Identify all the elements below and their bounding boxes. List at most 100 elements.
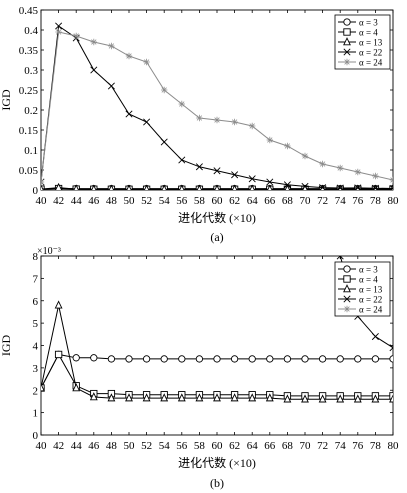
legend-entry: α = 4 (359, 274, 378, 284)
marker-x (231, 171, 239, 179)
marker-x (213, 167, 221, 175)
x-tick-label: 62 (229, 440, 240, 452)
marker-asterisk (319, 160, 326, 168)
marker-x (125, 110, 133, 118)
legend: α = 3α = 4α = 13α = 22α = 24 (334, 14, 391, 70)
marker-circle (142, 355, 151, 363)
x-tick-label: 50 (124, 195, 136, 207)
x-tick-label: 66 (264, 440, 276, 452)
x-tick-label: 52 (141, 440, 152, 452)
marker-asterisk (90, 38, 97, 46)
marker-x (107, 82, 115, 90)
x-tick-label: 80 (388, 440, 400, 452)
y-tick-label: 0 (33, 430, 39, 442)
x-tick-label: 66 (264, 195, 276, 207)
marker-asterisk (389, 176, 393, 184)
marker-asterisk (354, 168, 361, 176)
marker-circle (125, 355, 133, 363)
marker-square (54, 350, 63, 359)
marker-asterisk (301, 152, 309, 160)
marker-triangle (177, 393, 186, 402)
marker-circle (178, 355, 186, 363)
marker-circle (343, 265, 351, 273)
marker-asterisk (266, 136, 273, 144)
marker-triangle (107, 393, 116, 402)
y-tick-label: 0.2 (24, 105, 38, 117)
chart-panel-2: 40 42 44 46 48 50 52 54 56 58 60 62 64 66 68 70 72 74 76 78… (0, 246, 399, 490)
y-axis-label: IGD (0, 89, 13, 111)
marker-asterisk (213, 116, 221, 124)
marker-circle (354, 355, 362, 363)
x-tick-label: 44 (71, 195, 83, 207)
marker-triangle (249, 184, 255, 190)
x-tick-label: 58 (194, 440, 206, 452)
marker-asterisk (249, 122, 256, 130)
marker-asterisk (231, 118, 238, 126)
plot-area (41, 256, 393, 403)
marker-triangle (267, 184, 273, 190)
marker-triangle (179, 184, 185, 190)
marker-x (90, 66, 98, 74)
y-axis-label: IGD (0, 335, 13, 357)
marker-x (336, 256, 344, 260)
y-tick-label: 1 (33, 408, 39, 420)
marker-triangle (283, 394, 292, 403)
legend-entry: α = 3 (359, 17, 378, 27)
x-tick-label: 70 (300, 440, 312, 452)
marker-circle (72, 354, 80, 362)
panel-label: (a) (210, 230, 223, 244)
marker-x (143, 118, 151, 126)
marker-asterisk (41, 178, 45, 186)
x-tick-label: 56 (176, 195, 188, 207)
marker-circle (266, 355, 274, 363)
marker-asterisk (125, 52, 133, 60)
legend-entry: α = 22 (359, 294, 382, 304)
x-tick-label: 58 (194, 195, 206, 207)
plot-area (41, 22, 393, 190)
marker-asterisk (337, 164, 344, 172)
marker-circle (248, 355, 256, 363)
marker-triangle (336, 394, 345, 403)
marker-asterisk (178, 100, 185, 108)
legend-entry: α = 24 (359, 57, 383, 67)
marker-x (319, 184, 327, 190)
series-triangle (41, 300, 393, 403)
x-tick-label: 64 (247, 440, 259, 452)
marker-circle (107, 355, 116, 363)
marker-triangle (160, 393, 169, 402)
marker-triangle (55, 182, 63, 190)
x-tick-label: 48 (106, 195, 118, 207)
marker-x (55, 22, 63, 30)
x-tick-label: 46 (88, 195, 100, 207)
marker-triangle (284, 184, 291, 190)
marker-x (336, 184, 344, 190)
x-tick-label: 74 (335, 195, 347, 207)
marker-asterisk (55, 28, 62, 36)
y-tick-label: 0.05 (19, 165, 39, 177)
marker-triangle (89, 392, 98, 401)
marker-asterisk (161, 86, 168, 94)
legend-entry: α = 13 (359, 37, 383, 47)
y-tick-label: 0.35 (19, 45, 39, 57)
x-tick-label: 68 (282, 195, 294, 207)
y-tick-label: 0.3 (24, 65, 38, 77)
marker-triangle (142, 393, 151, 402)
legend-entry: α = 4 (359, 27, 378, 37)
marker-x (266, 178, 274, 186)
marker-circle (336, 355, 344, 363)
y-tick-label: 8 (33, 251, 39, 263)
marker-triangle (125, 393, 133, 402)
x-tick-label: 76 (352, 195, 364, 207)
marker-x (195, 163, 203, 171)
marker-triangle (41, 184, 44, 190)
marker-circle (213, 355, 221, 363)
marker-x (301, 182, 309, 190)
y-tick-label: 5 (33, 318, 39, 330)
series-x (41, 22, 393, 190)
marker-x (371, 184, 379, 190)
x-tick-label: 60 (212, 195, 224, 207)
x-tick-label: 50 (124, 440, 136, 452)
legend-entry: α = 24 (359, 304, 383, 314)
x-tick-label: 74 (335, 440, 347, 452)
x-tick-label: 40 (36, 195, 48, 207)
